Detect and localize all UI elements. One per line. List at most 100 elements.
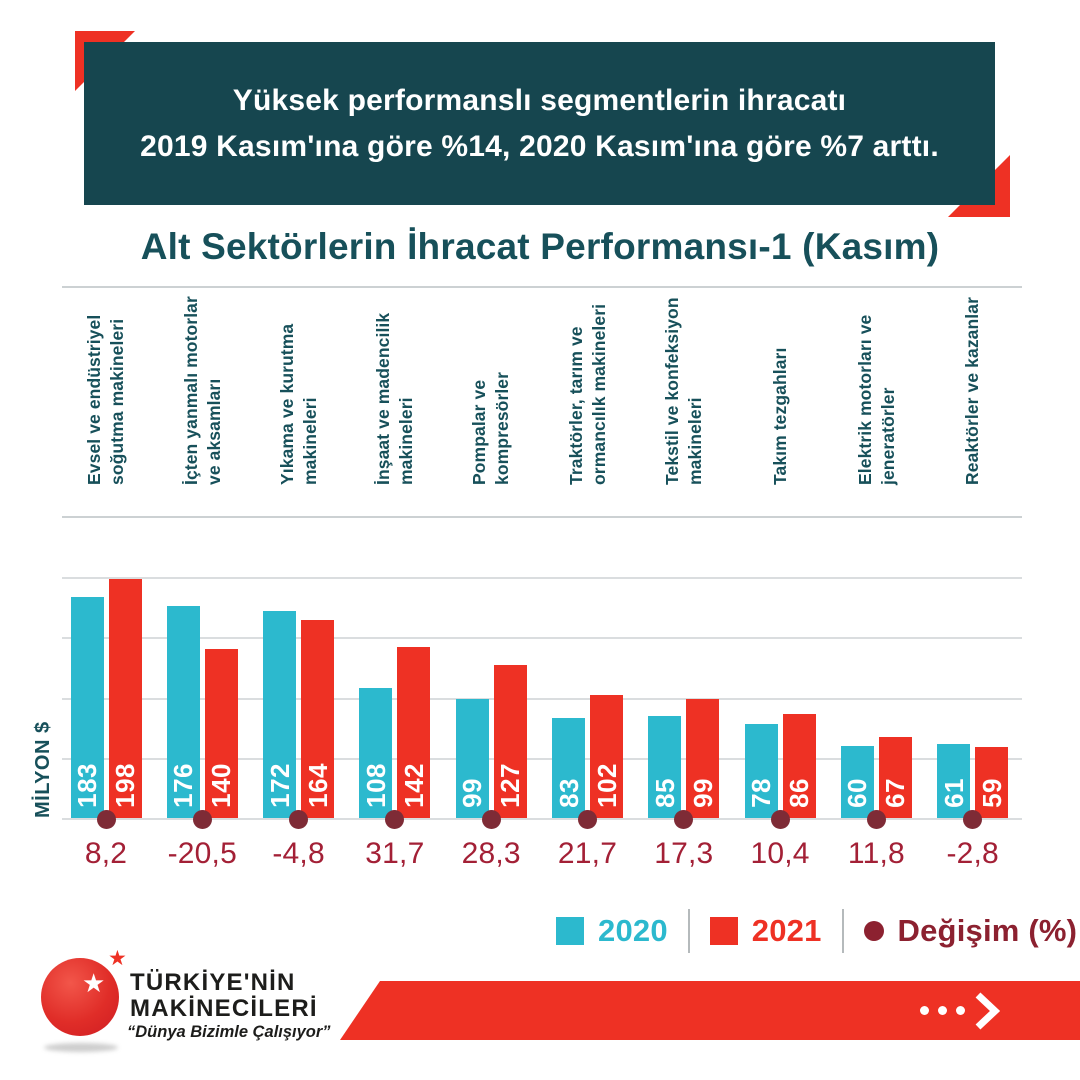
bar-2021: 59 <box>975 746 1009 818</box>
bar-value-label: 142 <box>398 763 429 808</box>
headline-banner: Yüksek performanslı segmentlerin ihracat… <box>84 42 995 205</box>
bar-2021: 99 <box>686 698 720 818</box>
change-percent-value: 11,8 <box>847 837 905 870</box>
bar-2021: 127 <box>493 664 527 818</box>
brand-name-line1: TÜRKİYE'NİN <box>130 969 296 996</box>
chart-title: Alt Sektörlerin İhracat Performansı-1 (K… <box>140 226 940 267</box>
category-label: Evsel ve endüstriyel soğutma makineleri <box>67 293 145 485</box>
bar-value-label: 67 <box>880 778 911 808</box>
change-percent-value: -20,5 <box>167 837 237 870</box>
next-arrow-icon[interactable] <box>920 981 1000 1040</box>
change-marker-dot <box>674 810 694 829</box>
bar-value-label: 78 <box>746 778 777 808</box>
change-percent-value: 28,3 <box>461 837 521 870</box>
change-percent-value: 10,4 <box>750 837 810 870</box>
gridline <box>62 818 1022 820</box>
change-percent-value: 8,2 <box>84 837 128 870</box>
bar-2021: 102 <box>590 695 623 818</box>
category-label: İnşaat ve madencilik makineleri <box>356 293 434 485</box>
change-percent-value: 21,7 <box>557 837 618 870</box>
change-marker-dot <box>192 810 212 829</box>
y-axis-label-wrap: MİLYON $ <box>30 690 56 818</box>
chevron-right-icon <box>975 991 1000 1030</box>
legend-divider <box>841 909 844 953</box>
legend-label-change: Değişim (%) <box>897 913 1078 948</box>
bar-value-label: 183 <box>72 763 102 808</box>
bar-value-label: 99 <box>457 778 488 808</box>
category-label: Yıkama ve kurutma makineleri <box>260 293 338 485</box>
y-axis-label: MİLYON $ <box>31 721 54 818</box>
bar-2020: 61 <box>937 744 971 818</box>
category-label: Traktörler, tarım ve ormancılık makinele… <box>549 293 627 485</box>
change-marker-dot <box>866 810 886 829</box>
gridline <box>62 697 1022 700</box>
category-label: İçten yanmalı motorlar ve aksamları <box>163 293 241 485</box>
bar-value-label: 102 <box>591 763 622 808</box>
bar-2020: 78 <box>744 724 778 818</box>
headline-line1: Yüksek performanslı segmentlerin ihracat… <box>232 83 847 117</box>
bar-2020: 176 <box>166 605 200 818</box>
bar-2021: 86 <box>782 714 816 818</box>
category-label: Pompalar ve kompresörler <box>452 293 530 485</box>
brand-tagline: “Dünya Bizimle Çalışıyor” <box>127 1023 331 1041</box>
change-marker-dot <box>385 810 405 829</box>
legend-divider <box>687 909 690 953</box>
divider-line-bottom <box>62 516 1022 518</box>
legend-swatch-2020-icon <box>556 917 584 945</box>
logo-shadow <box>44 1043 118 1052</box>
bar-value-label: 198 <box>110 763 140 808</box>
bar-value-label: 127 <box>495 763 526 808</box>
category-label-text: Evsel ve endüstriyel soğutma makineleri <box>84 314 127 485</box>
category-label-text: Yıkama ve kurutma makineleri <box>276 323 320 485</box>
category-label: Tekstil ve konfeksiyon makineleri <box>645 293 723 485</box>
bar-2021: 164 <box>301 620 335 818</box>
change-marker-dot <box>96 810 116 829</box>
divider-line-top <box>62 286 1022 288</box>
bar-2021: 67 <box>878 737 912 818</box>
category-label-text: Traktörler, tarım ve ormancılık makinele… <box>565 303 609 485</box>
bar-value-label: 176 <box>168 763 199 808</box>
bar-2021: 140 <box>204 649 238 818</box>
bar-2020: 99 <box>455 698 489 818</box>
bar-value-label: 85 <box>649 778 680 808</box>
star-icon: ★ <box>82 968 106 998</box>
category-label: Reaktörler ve kazanlar <box>934 293 1012 485</box>
bar-value-label: 99 <box>687 778 718 808</box>
change-percent-value: -4,8 <box>272 837 325 870</box>
legend-label-2021: 2021 <box>751 913 822 948</box>
bar-2020: 60 <box>840 745 874 818</box>
star-icon: ★ <box>108 947 127 970</box>
bar-value-label: 59 <box>976 778 1007 808</box>
category-label-text: Tekstil ve konfeksiyon makineleri <box>662 297 705 485</box>
change-percent-value: 17,3 <box>654 837 714 870</box>
change-marker-dot <box>963 810 983 829</box>
bar-2020: 85 <box>648 715 682 818</box>
change-percent-value: 31,7 <box>365 837 425 870</box>
brand-logo-circle <box>41 958 119 1036</box>
gridline <box>62 577 1022 579</box>
legend-change-dot-icon <box>863 921 884 941</box>
bar-2020: 183 <box>70 597 104 818</box>
bar-value-label: 86 <box>784 778 815 808</box>
category-label: Takım tezgahları <box>741 293 819 485</box>
brand-name-line2: MAKİNECİLERİ <box>130 995 318 1022</box>
bar-value-label: 108 <box>360 763 391 808</box>
change-percent-value: -2,8 <box>946 837 999 870</box>
legend-swatch-2021-icon <box>709 917 738 945</box>
category-label-text: İçten yanmalı motorlar ve aksamları <box>180 296 224 485</box>
bar-value-label: 172 <box>264 763 295 808</box>
category-label-text: Elektrik motorları ve jeneratörler <box>854 314 898 485</box>
legend-label-2020: 2020 <box>598 913 668 948</box>
bar-value-label: 164 <box>302 763 333 808</box>
change-marker-dot <box>289 810 309 829</box>
bar-2020: 83 <box>552 717 585 818</box>
change-marker-dot <box>578 810 597 829</box>
category-label-text: Takım tezgahları <box>769 347 790 485</box>
bar-2021: 142 <box>397 646 431 818</box>
footer-ribbon <box>340 981 1080 1040</box>
bar-value-label: 83 <box>553 778 584 808</box>
change-marker-dot <box>481 810 501 829</box>
bar-value-label: 60 <box>842 778 873 808</box>
gridline <box>62 637 1022 640</box>
